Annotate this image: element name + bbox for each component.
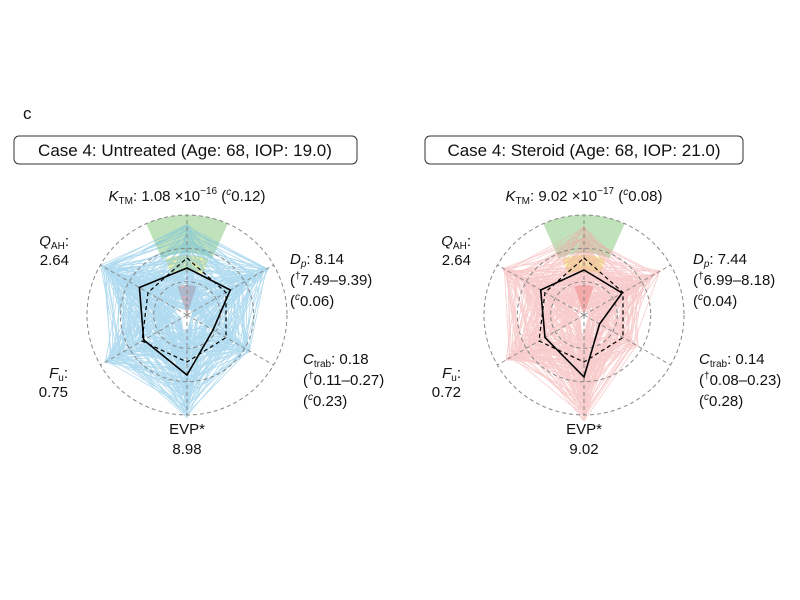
ctrab-ci: 0.28 [709, 393, 738, 410]
dp-ci: 0.04 [703, 293, 732, 310]
ctrab-subscript: trab [710, 359, 728, 370]
label-ctrab-ci: (c0.23) [303, 392, 347, 410]
qah-value: 2.64 [442, 252, 471, 269]
label-ctrab-range: (†0.08–0.23) [699, 371, 781, 389]
ctrab-symbol: C [699, 351, 710, 368]
dp-range: 6.99–8.18 [704, 272, 771, 289]
ktm-symbol: K [506, 188, 517, 205]
ctrab-value: 0.18 [339, 351, 368, 368]
fu-value: 0.72 [432, 384, 461, 401]
reference-polygon [538, 257, 624, 363]
dp-subscript: p [300, 259, 307, 270]
label-qah: QAH: [39, 233, 69, 252]
case-polygon [138, 267, 232, 377]
label-dp-range: (†6.99–8.18) [693, 271, 775, 289]
fu-symbol: F [442, 365, 452, 382]
radar-panel-steroid: Case 4: Steroid (Age: 68, IOP: 21.0) KTM… [424, 135, 781, 458]
ctrab-value: 0.14 [735, 351, 764, 368]
panel-title-box [424, 135, 744, 165]
ktm-subscript: TM [516, 196, 530, 207]
label-dp-ci: (c0.06) [290, 292, 334, 310]
label-ktm: KTM: 1.08 ×10−16 (c0.12) [109, 186, 266, 207]
ktm-value: 1.08 ×10 [141, 188, 200, 205]
grid-ring-1 [550, 281, 618, 349]
axis-spoke-fu [497, 314, 585, 366]
ktm-ci: 0.12 [231, 188, 260, 205]
label-qah: QAH: [441, 233, 471, 252]
ktm-exponent: −16 [200, 186, 217, 197]
qah-value: 2.64 [40, 252, 69, 269]
label-evp: EVP* [566, 421, 602, 438]
qah-subscript: AH [51, 241, 65, 252]
qah-symbol: Q [441, 233, 453, 250]
dp-ci: 0.06 [300, 293, 329, 310]
panel-letter: c [23, 104, 32, 123]
label-ctrab-ci: (c0.28) [699, 392, 743, 410]
label-dp-ci: (c0.04) [693, 292, 737, 310]
ktm-subscript: TM [119, 196, 133, 207]
label-evp: EVP* [169, 421, 205, 438]
axis-spoke-dp [583, 264, 671, 316]
fu-subscript: u [58, 373, 64, 384]
qah-subscript: AH [453, 241, 467, 252]
label-ktm: KTM: 9.02 ×10−17 (c0.08) [506, 186, 663, 207]
radar-panel-untreated: Case 4: Untreated (Age: 68, IOP: 19.0) K… [13, 135, 384, 458]
dp-value: 7.44 [718, 251, 747, 268]
evp-value: 9.02 [569, 441, 598, 458]
dp-subscript: p [703, 259, 710, 270]
ktm-ci: 0.08 [628, 188, 657, 205]
ktm-symbol: K [109, 188, 120, 205]
ensemble-trace [559, 276, 652, 356]
ctrab-symbol: C [303, 351, 314, 368]
qah-symbol: Q [39, 233, 51, 250]
ktm-exponent: −17 [597, 186, 614, 197]
axis-spoke-ctrab [186, 314, 274, 366]
label-ctrab: Ctrab: 0.14 [699, 351, 765, 370]
fu-value: 0.75 [39, 384, 68, 401]
panel-title-box [13, 135, 358, 165]
panel-title: Case 4: Untreated (Age: 68, IOP: 19.0) [38, 141, 332, 160]
label-dp: Dp: 8.14 [290, 251, 344, 270]
label-dp: Dp: 7.44 [693, 251, 747, 270]
dp-range: 7.49–9.39 [301, 272, 368, 289]
ctrab-range: 0.08–0.23 [710, 372, 777, 389]
grid-ring-2 [516, 247, 652, 383]
axis-spoke-qah [100, 264, 188, 316]
panel-title: Case 4: Steroid (Age: 68, IOP: 21.0) [447, 141, 720, 160]
label-ctrab-range: (†0.11–0.27) [303, 371, 384, 389]
label-dp-range: (†7.49–9.39) [290, 271, 372, 289]
evp-value: 8.98 [172, 441, 201, 458]
grid-ring-2 [119, 247, 255, 383]
fu-subscript: u [451, 373, 457, 384]
dp-value: 8.14 [315, 251, 344, 268]
ctrab-ci: 0.23 [313, 393, 342, 410]
reference-polygon [141, 257, 227, 363]
label-fu: Fu: [442, 365, 461, 384]
case-polygon [539, 269, 624, 379]
dp-symbol: D [693, 251, 704, 268]
ktm-value: 9.02 ×10 [538, 188, 597, 205]
axis-spoke-ctrab [583, 314, 671, 366]
fu-symbol: F [49, 365, 59, 382]
label-ctrab: Ctrab: 0.18 [303, 351, 369, 370]
dp-symbol: D [290, 251, 301, 268]
label-fu: Fu: [49, 365, 68, 384]
ctrab-range: 0.11–0.27 [314, 372, 380, 389]
ctrab-subscript: trab [314, 359, 332, 370]
